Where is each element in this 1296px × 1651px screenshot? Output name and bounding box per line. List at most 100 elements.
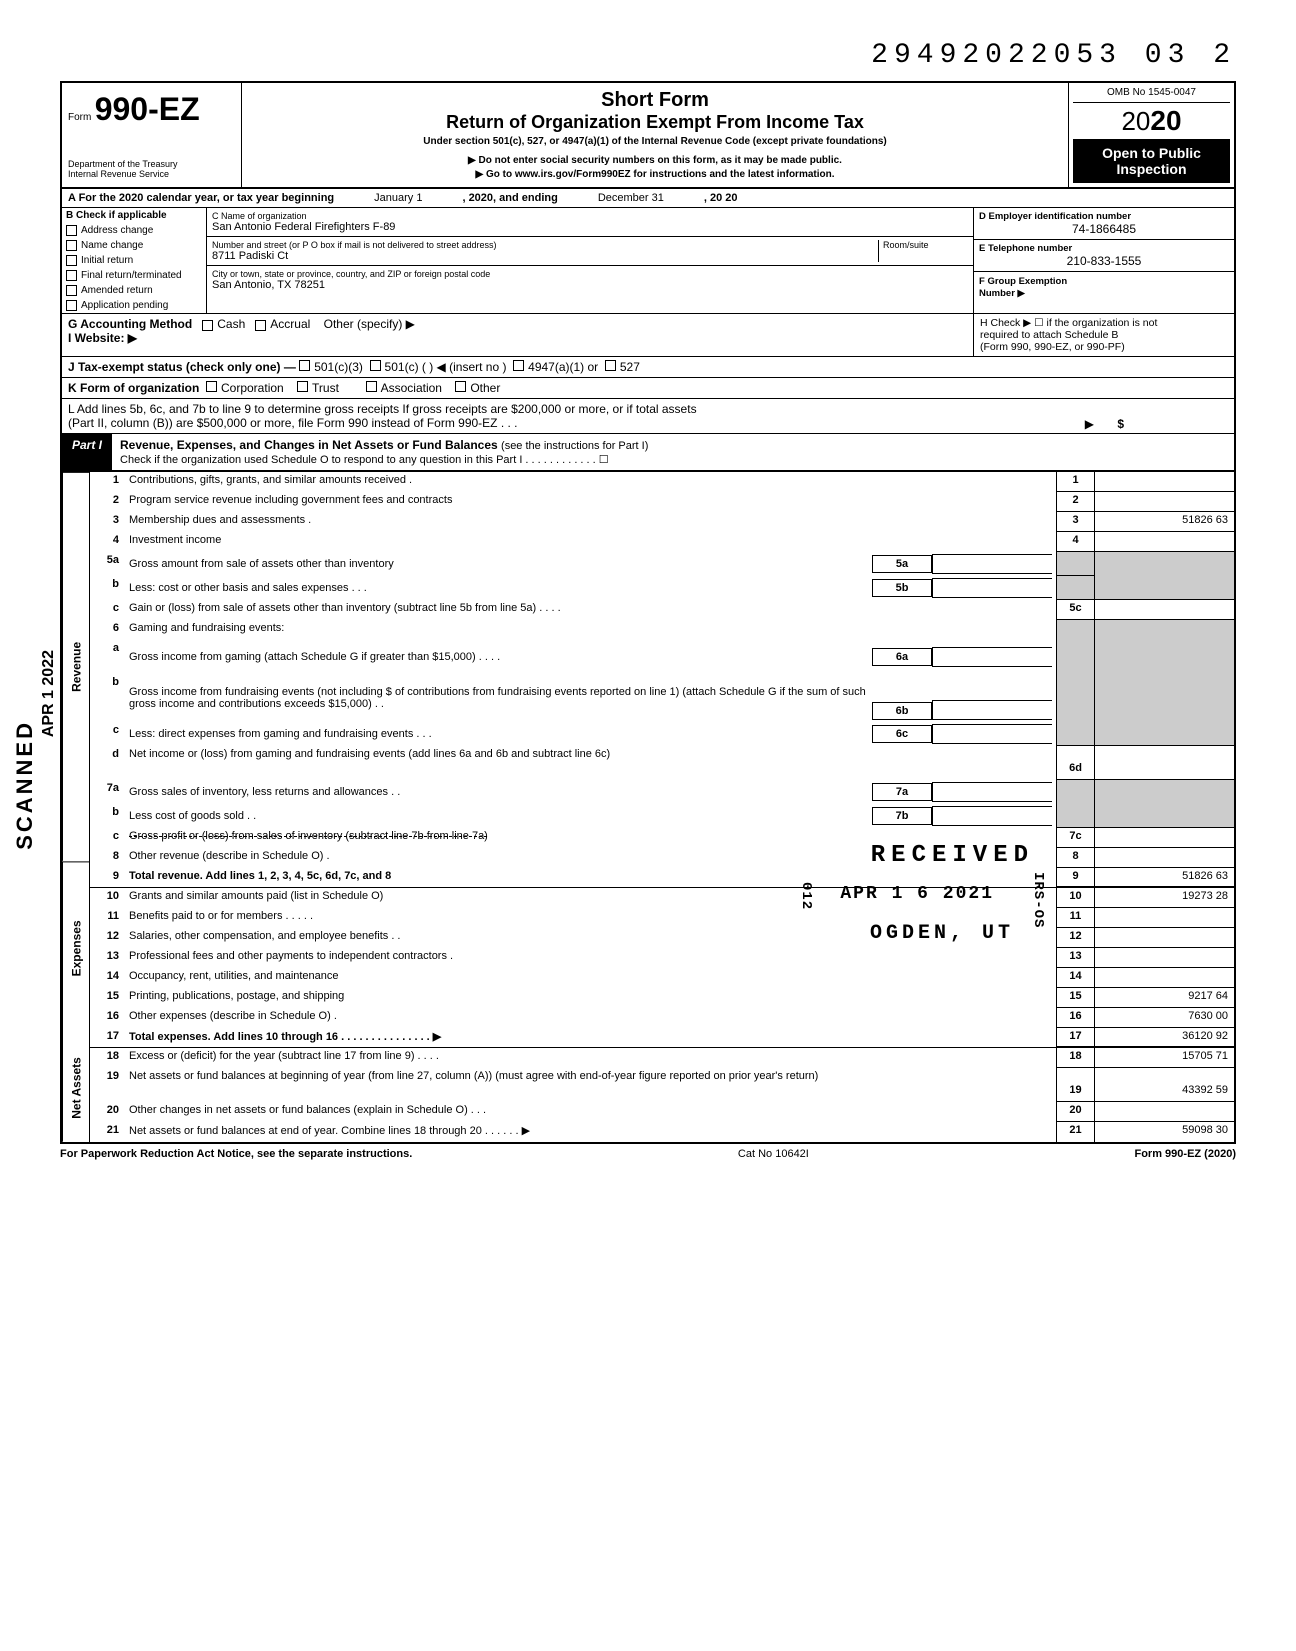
document-id-number: 29492022053 03 2: [60, 40, 1236, 71]
lbl-association: Association: [381, 381, 442, 395]
org-name: San Antonio Federal Firefighters F-89: [212, 221, 968, 233]
line-6a: a Gross income from gaming (attach Sched…: [90, 640, 1234, 674]
part-1-header: Part I Revenue, Expenses, and Changes in…: [60, 434, 1236, 472]
section-l-text: L Add lines 5b, 6c, and 7b to line 9 to …: [68, 402, 697, 430]
line-9: 9Total revenue. Add lines 1, 2, 3, 4, 5c…: [90, 868, 1234, 888]
scanned-date-stamp: APR 1 2022: [40, 650, 58, 737]
footer-right: Form 990-EZ (2020): [1134, 1148, 1236, 1160]
phone-value: 210-833-1555: [979, 254, 1229, 268]
check-final-return[interactable]: [66, 270, 77, 281]
lbl-amended-return: Amended return: [81, 285, 153, 296]
check-application-pending[interactable]: [66, 300, 77, 311]
check-address-change[interactable]: [66, 225, 77, 236]
line-4: 4Investment income 4: [90, 532, 1234, 552]
part-1-title: Revenue, Expenses, and Changes in Net As…: [112, 434, 1234, 470]
check-accrual[interactable]: [255, 320, 266, 331]
line-6b: b Gross income from fundraising events (…: [90, 674, 1234, 722]
ogden-side2: IRS-OS: [1030, 872, 1046, 928]
line-7c: cGross profit or (loss) from sales of in…: [90, 828, 1234, 848]
check-other-org[interactable]: [455, 381, 466, 392]
lbl-name-change: Name change: [81, 240, 143, 251]
line-12: 12Salaries, other compensation, and empl…: [90, 928, 1234, 948]
lbl-corporation: Corporation: [221, 381, 284, 395]
check-501c3[interactable]: [299, 360, 310, 371]
section-l-dollar: $: [1117, 417, 1124, 431]
page-footer: For Paperwork Reduction Act Notice, see …: [60, 1148, 1236, 1160]
identity-block: B Check if applicable Address change Nam…: [60, 208, 1236, 314]
period-end: December 31: [598, 192, 664, 204]
period-row: A For the 2020 calendar year, or tax yea…: [60, 187, 1236, 208]
phone-label: E Telephone number: [979, 243, 1229, 254]
section-c: C Name of organization San Antonio Feder…: [207, 208, 974, 313]
part-1-table: Revenue Expenses Net Assets 1 Contributi…: [60, 472, 1236, 1144]
footer-mid: Cat No 10642I: [738, 1148, 809, 1160]
check-corporation[interactable]: [206, 381, 217, 392]
line-15: 15Printing, publications, postage, and s…: [90, 988, 1234, 1008]
period-begin: January 1: [374, 192, 422, 204]
section-b: B Check if applicable Address change Nam…: [62, 208, 207, 313]
line-2: 2Program service revenue including gover…: [90, 492, 1234, 512]
line-21: 21Net assets or fund balances at end of …: [90, 1122, 1234, 1142]
lbl-trust: Trust: [312, 381, 339, 395]
line-5b: b Less: cost or other basis and sales ex…: [90, 576, 1234, 600]
ogden-stamp: OGDEN, UT: [870, 922, 1014, 945]
form-note-1: ▶ Do not enter social security numbers o…: [250, 155, 1060, 166]
form-title-1: Short Form: [250, 89, 1060, 112]
part-1-checkline: Check if the organization used Schedule …: [120, 454, 609, 466]
ein-value: 74-1866485: [979, 222, 1229, 236]
part-1-titlenote: (see the instructions for Part I): [501, 440, 648, 452]
received-stamp: RECEIVED: [871, 842, 1034, 869]
form-title-2: Return of Organization Exempt From Incom…: [250, 112, 1060, 133]
year-cell: OMB No 1545-0047 2020 Open to Public Ins…: [1069, 83, 1234, 187]
lbl-527: 527: [620, 360, 640, 374]
lbl-cash: Cash: [217, 317, 245, 331]
acct-method-label: G Accounting Method: [68, 317, 192, 331]
section-k-row: K Form of organization Corporation Trust…: [60, 378, 1236, 399]
line-18: 18Excess or (deficit) for the year (subt…: [90, 1048, 1234, 1068]
line-17: 17Total expenses. Add lines 10 through 1…: [90, 1028, 1234, 1048]
form-number: 990-EZ: [95, 91, 200, 127]
lbl-address-change: Address change: [81, 225, 153, 236]
check-4947[interactable]: [513, 360, 524, 371]
section-l-row: L Add lines 5b, 6c, and 7b to line 9 to …: [60, 399, 1236, 434]
check-name-change[interactable]: [66, 240, 77, 251]
check-initial-return[interactable]: [66, 255, 77, 266]
line-6c: c Less: direct expenses from gaming and …: [90, 722, 1234, 746]
check-cash[interactable]: [202, 320, 213, 331]
received-date-stamp: APR 1 6 2021: [840, 884, 994, 904]
check-association[interactable]: [366, 381, 377, 392]
line-5a: 5a Gross amount from sale of assets othe…: [90, 552, 1234, 576]
scanned-stamp: SCANNED: [12, 720, 38, 850]
period-mid: , 2020, and ending: [462, 192, 557, 204]
check-501c[interactable]: [370, 360, 381, 371]
gh-row: G Accounting Method Cash Accrual Other (…: [60, 314, 1236, 357]
line-8: 8Other revenue (describe in Schedule O) …: [90, 848, 1234, 868]
line-6d: dNet income or (loss) from gaming and fu…: [90, 746, 1234, 780]
group-exemption-label: F Group Exemption: [979, 276, 1067, 287]
org-city-label: City or town, state or province, country…: [212, 269, 968, 279]
section-b-heading: B Check if applicable: [66, 208, 206, 223]
website-label: I Website: ▶: [68, 331, 137, 345]
lbl-final-return: Final return/terminated: [81, 270, 182, 281]
line-13: 13Professional fees and other payments t…: [90, 948, 1234, 968]
sidelabel-revenue: Revenue: [62, 472, 90, 861]
section-l-arrow: ▶: [1085, 417, 1094, 431]
check-amended-return[interactable]: [66, 285, 77, 296]
group-exemption-label2: Number ▶: [979, 288, 1025, 299]
dept-label: Department of the Treasury Internal Reve…: [68, 159, 238, 179]
check-527[interactable]: [605, 360, 616, 371]
lbl-initial-return: Initial return: [81, 255, 133, 266]
lbl-application-pending: Application pending: [81, 300, 168, 311]
line-10: 10Grants and similar amounts paid (list …: [90, 888, 1234, 908]
line-16: 16Other expenses (describe in Schedule O…: [90, 1008, 1234, 1028]
form-note-2: ▶ Go to www.irs.gov/Form990EZ for instru…: [250, 169, 1060, 180]
org-addr-label: Number and street (or P O box if mail is…: [212, 240, 878, 250]
form-prefix: Form: [68, 112, 91, 123]
lbl-accrual: Accrual: [270, 317, 310, 331]
org-name-label: C Name of organization: [212, 211, 968, 221]
section-h: H Check ▶ ☐ if the organization is not r…: [974, 314, 1234, 356]
line-6: 6Gaming and fundraising events:: [90, 620, 1234, 640]
lbl-other-org: Other: [470, 381, 500, 395]
period-label: A For the 2020 calendar year, or tax yea…: [68, 192, 334, 204]
check-trust[interactable]: [297, 381, 308, 392]
